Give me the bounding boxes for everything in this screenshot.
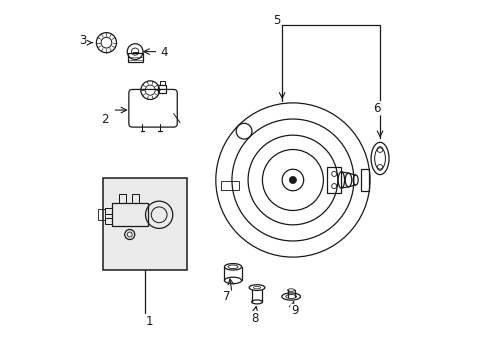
Bar (221, 181, 239, 190)
Text: 1: 1 (145, 315, 153, 328)
Text: 5: 5 (272, 14, 280, 27)
Bar (98, 210, 105, 220)
Bar (131, 194, 139, 203)
Text: 6: 6 (373, 102, 380, 115)
Text: 2: 2 (101, 113, 108, 126)
Bar (159, 81, 164, 85)
Text: 3: 3 (79, 34, 86, 48)
Bar (326, 167, 341, 193)
Bar (104, 208, 112, 214)
Text: 4: 4 (160, 46, 167, 59)
Bar (102, 178, 187, 270)
Bar (360, 169, 368, 191)
Bar (112, 203, 147, 226)
Bar (158, 85, 165, 93)
Text: 7: 7 (223, 290, 230, 303)
Circle shape (289, 176, 296, 184)
Bar (128, 53, 142, 62)
Text: 9: 9 (290, 305, 298, 318)
Text: 8: 8 (251, 311, 259, 325)
Bar (119, 194, 126, 203)
Bar (104, 218, 112, 224)
